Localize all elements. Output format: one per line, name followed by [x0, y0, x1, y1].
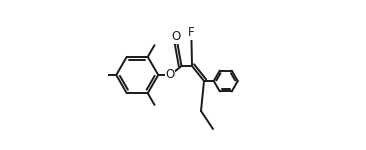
- Text: O: O: [166, 69, 175, 81]
- Text: F: F: [188, 27, 195, 39]
- Text: O: O: [172, 30, 181, 43]
